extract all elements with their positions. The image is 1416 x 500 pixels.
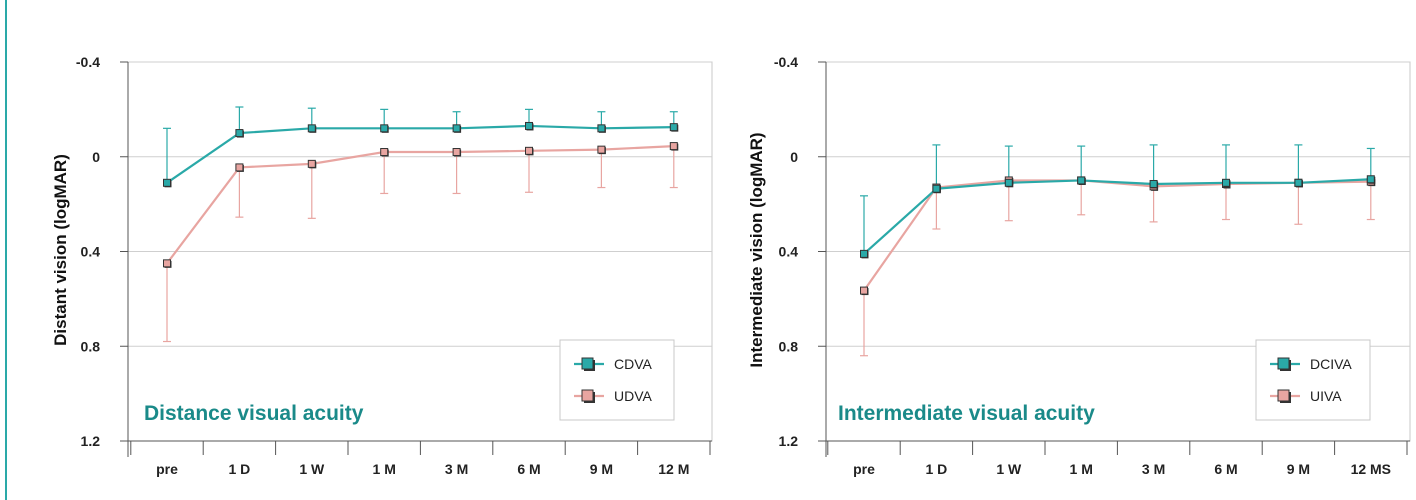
legend: DCIVA UIVA — [1255, 339, 1371, 421]
y-axis-label: Distant vision (logMAR) — [51, 154, 70, 346]
accent-line — [5, 0, 7, 500]
x-tick-label: 6 M — [517, 461, 540, 477]
x-tick-label: 1 M — [373, 461, 396, 477]
data-point-udva — [525, 146, 533, 155]
data-point-cdva — [452, 124, 461, 133]
x-tick-label: pre — [853, 461, 875, 477]
data-point-udva — [597, 145, 606, 154]
series-line-cdva — [166, 124, 674, 184]
y-axis-label: Intermediate vision (logMAR) — [747, 132, 766, 367]
legend-label-dciva: DCIVA — [1310, 356, 1352, 372]
data-point-udva — [669, 142, 678, 151]
y-tick-label: 0 — [790, 149, 798, 165]
x-tick-label: 9 M — [590, 461, 613, 477]
y-tick-label: 1.2 — [779, 433, 799, 449]
legend-box — [559, 339, 675, 421]
y-tick-label: -0.4 — [774, 54, 798, 70]
data-point-udva — [235, 163, 244, 172]
chart-title: Distance visual acuity — [144, 402, 364, 425]
x-tick-label: 3 M — [445, 461, 468, 477]
legend-label-cdva: CDVA — [614, 356, 653, 372]
x-tick-label: 3 M — [1142, 461, 1165, 477]
data-point-cdva — [307, 124, 316, 133]
data-point-dciva — [1294, 178, 1303, 187]
data-point-dciva — [1077, 176, 1086, 185]
legend: CDVA UDVA — [559, 339, 675, 421]
legend-marker — [581, 389, 594, 402]
series-line-udva — [166, 144, 674, 265]
x-tick-label: 1 D — [926, 461, 948, 477]
chart-title: Intermediate visual acuity — [838, 402, 1095, 425]
legend-label-uiva: UIVA — [1310, 388, 1342, 404]
legend-box — [1255, 339, 1371, 421]
data-point-dciva — [1366, 175, 1375, 184]
data-point-dciva — [1149, 179, 1158, 188]
x-tick-label: 12 MS — [1351, 461, 1391, 477]
data-point-cdva — [163, 178, 171, 187]
data-point-udva — [452, 148, 461, 157]
y-tick-label: -0.4 — [76, 54, 100, 70]
data-point-udva — [163, 259, 171, 268]
x-tick-label: 6 M — [1214, 461, 1237, 477]
chart-distance-visual-acuity: Distant vision (logMAR) -0.4 0 0.4 0.8 1.2 pr… — [51, 54, 713, 477]
x-tick-label: 1 W — [996, 461, 1022, 477]
data-point-dciva — [932, 184, 941, 193]
data-point-cdva — [380, 124, 389, 133]
data-point-dciva — [860, 249, 868, 258]
series-line-dciva — [863, 178, 1371, 255]
data-point-uiva — [860, 286, 868, 295]
legend-marker — [1277, 389, 1290, 402]
series-line-uiva — [863, 179, 1371, 292]
y-tick-label: 0.4 — [779, 244, 799, 260]
data-point-cdva — [597, 124, 606, 133]
data-point-dciva — [1222, 178, 1230, 187]
chart-intermediate-visual-acuity: Intermediate vision (logMAR) -0.4 0 0.4 0.8… — [747, 54, 1411, 477]
data-point-cdva — [525, 121, 533, 130]
data-point-udva — [307, 159, 316, 168]
x-tick-label: 12 M — [658, 461, 689, 477]
data-point-cdva — [235, 129, 244, 138]
legend-label-udva: UDVA — [614, 388, 653, 404]
x-tick-label: pre — [156, 461, 178, 477]
data-point-cdva — [669, 123, 678, 132]
legend-marker — [1277, 357, 1290, 370]
data-point-udva — [380, 148, 389, 157]
error-bars-udva — [163, 146, 678, 343]
y-tick-label: 0.8 — [779, 338, 799, 354]
legend-marker — [581, 357, 594, 370]
y-tick-label: 0 — [92, 149, 100, 165]
error-bars-dciva — [860, 144, 1375, 254]
y-tick-label: 0.8 — [81, 338, 101, 354]
y-tick-label: 1.2 — [81, 433, 101, 449]
x-tick-label: 1 M — [1070, 461, 1093, 477]
x-tick-label: 9 M — [1287, 461, 1310, 477]
x-tick-label: 1 W — [299, 461, 325, 477]
x-tick-label: 1 D — [229, 461, 251, 477]
error-bars-uiva — [860, 180, 1375, 357]
data-point-dciva — [1004, 178, 1013, 187]
y-tick-label: 0.4 — [81, 244, 101, 260]
